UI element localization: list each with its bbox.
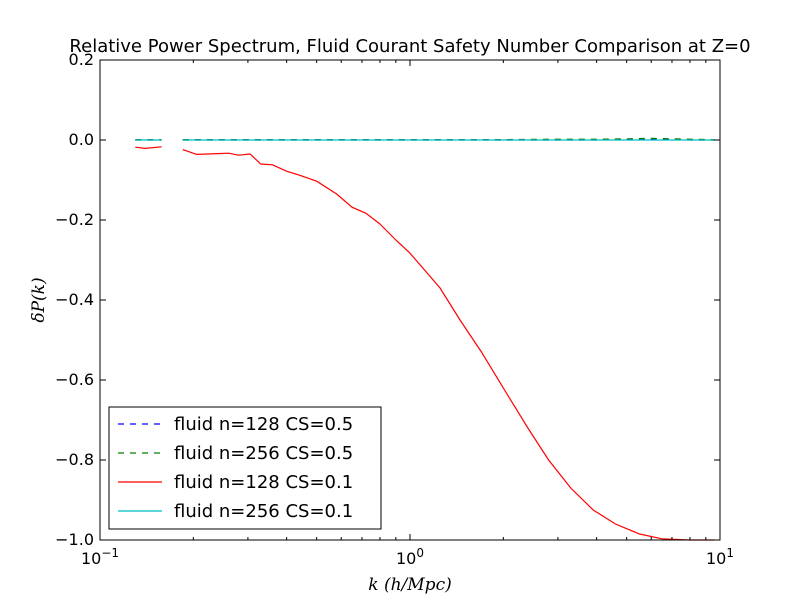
x-tick-label: 101 <box>706 546 734 568</box>
x-tick-label: 10−1 <box>81 546 119 568</box>
x-axis-ticks: 10−1 100 101 <box>81 60 734 568</box>
y-tick-label: 0.2 <box>69 50 94 69</box>
x-tick-label: 100 <box>396 546 424 568</box>
y-tick-label: 0.0 <box>69 130 94 149</box>
legend: fluid n=128 CS=0.5 fluid n=256 CS=0.5 flui… <box>108 406 382 530</box>
legend-label-1: fluid n=128 CS=0.5 <box>174 414 353 435</box>
x-axis-label: k (h/Mpc) <box>368 575 451 595</box>
y-tick-label: −0.2 <box>55 210 94 229</box>
legend-label-2: fluid n=256 CS=0.5 <box>174 443 353 464</box>
y-axis-label: δP(k) <box>29 277 49 322</box>
legend-label-4: fluid n=256 CS=0.1 <box>174 501 353 522</box>
y-axis-ticks: 0.2 0.0 −0.2 −0.4 −0.6 −0.8 −1.0 <box>55 50 720 549</box>
series-line-3 <box>182 149 715 541</box>
y-tick-label: −0.6 <box>55 370 94 389</box>
y-tick-label: −0.8 <box>55 450 94 469</box>
y-tick-label: −1.0 <box>55 530 94 549</box>
y-tick-label: −0.4 <box>55 290 94 309</box>
legend-label-3: fluid n=128 CS=0.1 <box>174 472 353 493</box>
chart-title: Relative Power Spectrum, Fluid Courant S… <box>69 36 750 57</box>
legend-box <box>108 406 382 530</box>
series-line-3 <box>135 146 162 150</box>
series-layer <box>135 137 715 541</box>
